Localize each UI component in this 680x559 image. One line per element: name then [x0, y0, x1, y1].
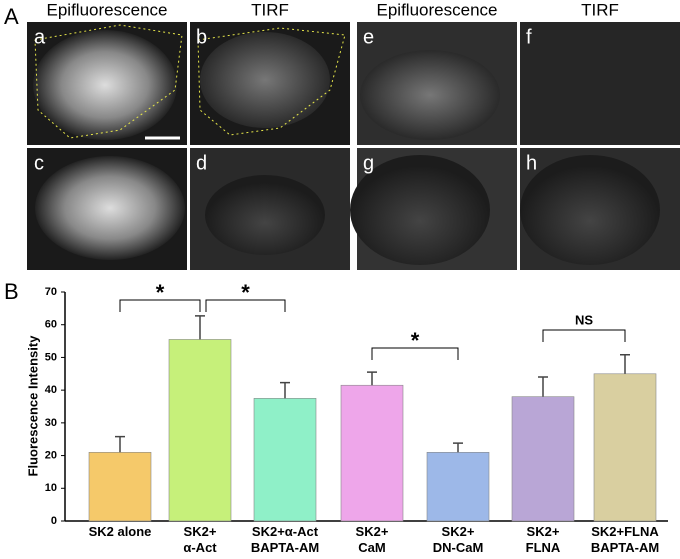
error-bar: [195, 315, 205, 340]
y-tick-label: 30: [45, 417, 57, 429]
significance-bracket: [119, 299, 201, 312]
error-bar: [620, 354, 630, 374]
image-label: b: [196, 26, 207, 48]
y-tick-label: 70: [45, 286, 57, 298]
y-tick-label: 50: [45, 351, 57, 363]
image-label: h: [526, 152, 537, 174]
error-bar: [367, 371, 377, 386]
x-tick-label: SK2+ α-Act: [183, 524, 217, 555]
significance-label: NS: [575, 312, 593, 327]
bar: [511, 396, 575, 522]
x-tick-label: SK2 alone: [89, 524, 152, 539]
x-tick-label: SK2+ FLNA: [526, 524, 561, 555]
bar: [168, 339, 232, 522]
significance-label: *: [156, 280, 165, 305]
column-header: TIRF: [581, 0, 619, 19]
bar: [426, 451, 490, 522]
significance-bracket: [205, 299, 286, 312]
column-header: TIRF: [251, 0, 289, 19]
bar: [253, 398, 317, 522]
y-tick-label: 0: [51, 515, 57, 527]
x-tick-label: SK2+FLNA BAPTA-AM: [591, 524, 660, 555]
micrographs: [27, 22, 680, 270]
significance-bracket: [371, 347, 459, 360]
significance-bracket: [542, 329, 626, 342]
bar: [340, 384, 404, 522]
y-tick-label: 10: [45, 482, 57, 494]
column-header: Epifluorescence: [47, 0, 168, 19]
y-tick-label: 60: [45, 319, 57, 331]
column-header: Epifluorescence: [377, 0, 498, 19]
x-tick-label: SK2+α-Act BAPTA-AM: [251, 524, 319, 555]
error-bar: [538, 376, 548, 397]
panel-label: B: [4, 279, 19, 304]
y-tick-label: 20: [45, 449, 57, 461]
image-label: e: [363, 26, 374, 48]
significance-label: *: [411, 328, 420, 353]
significance-label: *: [241, 280, 250, 305]
image-label: c: [34, 152, 44, 174]
image-label: a: [34, 26, 46, 48]
y-tick-label: 40: [45, 384, 57, 396]
image-label: f: [526, 26, 532, 48]
x-tick-label: SK2+ DN-CaM: [433, 524, 484, 555]
error-bar: [115, 435, 125, 453]
image-label: g: [363, 152, 374, 174]
y-axis-label: Fluorescence Intensity: [25, 335, 40, 477]
panel-label: A: [4, 4, 19, 29]
error-bar: [280, 381, 290, 399]
bar: [593, 373, 657, 522]
x-tick-label: SK2+ CaM: [356, 524, 389, 555]
bar: [88, 451, 152, 522]
image-label: d: [196, 152, 207, 174]
error-bar: [453, 442, 463, 453]
